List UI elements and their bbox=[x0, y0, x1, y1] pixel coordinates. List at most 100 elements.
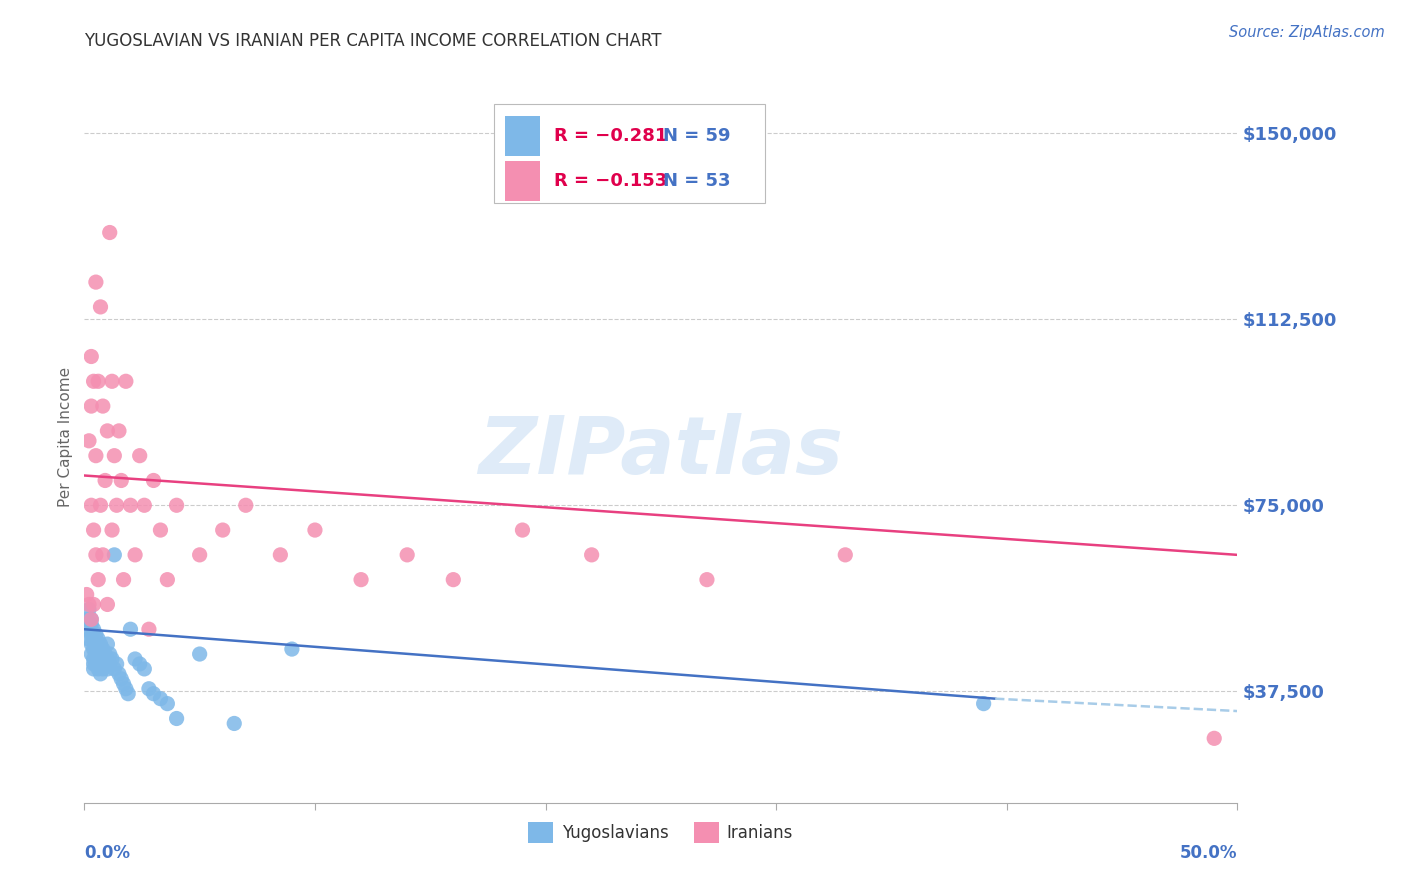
Yugoslavians bbox=[156, 697, 179, 711]
Iranians bbox=[581, 548, 603, 562]
Iranians bbox=[350, 573, 373, 587]
Bar bbox=[505, 161, 540, 201]
Yugoslavians bbox=[83, 632, 105, 647]
Yugoslavians bbox=[77, 602, 100, 616]
Yugoslavians bbox=[96, 662, 118, 676]
Yugoslavians bbox=[134, 662, 156, 676]
Iranians bbox=[235, 498, 257, 512]
Yugoslavians bbox=[83, 662, 105, 676]
Iranians bbox=[124, 548, 146, 562]
Text: 0.0%: 0.0% bbox=[84, 845, 131, 863]
Text: N = 53: N = 53 bbox=[664, 172, 731, 190]
Yugoslavians bbox=[98, 657, 121, 671]
Yugoslavians bbox=[84, 657, 107, 671]
Text: R = −0.281: R = −0.281 bbox=[554, 128, 666, 145]
Yugoslavians bbox=[149, 691, 172, 706]
Yugoslavians bbox=[115, 681, 138, 696]
Yugoslavians bbox=[80, 637, 103, 651]
Iranians bbox=[512, 523, 534, 537]
Yugoslavians bbox=[89, 657, 111, 671]
Iranians bbox=[105, 498, 128, 512]
Yugoslavians bbox=[87, 642, 110, 657]
Y-axis label: Per Capita Income: Per Capita Income bbox=[58, 367, 73, 508]
Yugoslavians bbox=[91, 642, 114, 657]
Iranians bbox=[188, 548, 211, 562]
Iranians bbox=[101, 374, 124, 388]
Yugoslavians bbox=[80, 627, 103, 641]
Yugoslavians bbox=[166, 711, 188, 725]
Iranians bbox=[138, 622, 160, 636]
Yugoslavians bbox=[281, 642, 304, 657]
Yugoslavians bbox=[973, 697, 995, 711]
Iranians bbox=[112, 573, 135, 587]
Iranians bbox=[77, 434, 100, 448]
Yugoslavians bbox=[77, 632, 100, 647]
Iranians bbox=[80, 612, 103, 626]
Yugoslavians bbox=[224, 716, 246, 731]
Yugoslavians bbox=[83, 642, 105, 657]
Yugoslavians bbox=[77, 622, 100, 636]
Yugoslavians bbox=[87, 662, 110, 676]
Iranians bbox=[103, 449, 125, 463]
Iranians bbox=[166, 498, 188, 512]
Text: ZIPatlas: ZIPatlas bbox=[478, 413, 844, 491]
Iranians bbox=[80, 350, 103, 364]
Iranians bbox=[83, 598, 105, 612]
Iranians bbox=[142, 474, 165, 488]
Yugoslavians bbox=[83, 622, 105, 636]
Yugoslavians bbox=[101, 652, 124, 666]
Yugoslavians bbox=[80, 612, 103, 626]
Iranians bbox=[76, 588, 98, 602]
Iranians bbox=[83, 374, 105, 388]
Yugoslavians bbox=[94, 647, 117, 661]
Yugoslavians bbox=[96, 652, 118, 666]
Yugoslavians bbox=[76, 612, 98, 626]
Iranians bbox=[110, 474, 132, 488]
Iranians bbox=[84, 275, 107, 289]
Iranians bbox=[80, 399, 103, 413]
Text: R = −0.153: R = −0.153 bbox=[554, 172, 666, 190]
Iranians bbox=[156, 573, 179, 587]
Yugoslavians bbox=[112, 677, 135, 691]
Iranians bbox=[91, 548, 114, 562]
Iranians bbox=[134, 498, 156, 512]
Yugoslavians bbox=[89, 666, 111, 681]
Yugoslavians bbox=[91, 652, 114, 666]
Iranians bbox=[149, 523, 172, 537]
Yugoslavians bbox=[83, 657, 105, 671]
Yugoslavians bbox=[98, 647, 121, 661]
Iranians bbox=[120, 498, 142, 512]
Bar bbox=[505, 116, 540, 156]
Iranians bbox=[84, 548, 107, 562]
Iranians bbox=[98, 226, 121, 240]
Iranians bbox=[96, 424, 118, 438]
Iranians bbox=[696, 573, 718, 587]
Iranians bbox=[834, 548, 856, 562]
Yugoslavians bbox=[84, 627, 107, 641]
Iranians bbox=[1204, 731, 1226, 746]
FancyBboxPatch shape bbox=[494, 104, 765, 203]
Yugoslavians bbox=[108, 666, 131, 681]
Yugoslavians bbox=[188, 647, 211, 661]
Iranians bbox=[96, 598, 118, 612]
Yugoslavians bbox=[103, 662, 125, 676]
Yugoslavians bbox=[120, 622, 142, 636]
Iranians bbox=[94, 474, 117, 488]
Iranians bbox=[89, 300, 111, 314]
Iranians bbox=[211, 523, 233, 537]
Text: Source: ZipAtlas.com: Source: ZipAtlas.com bbox=[1229, 25, 1385, 40]
Iranians bbox=[80, 498, 103, 512]
Yugoslavians bbox=[87, 652, 110, 666]
Iranians bbox=[115, 374, 138, 388]
Iranians bbox=[108, 424, 131, 438]
Yugoslavians bbox=[84, 637, 107, 651]
Iranians bbox=[269, 548, 291, 562]
Yugoslavians bbox=[91, 662, 114, 676]
Yugoslavians bbox=[142, 687, 165, 701]
Yugoslavians bbox=[103, 548, 125, 562]
Yugoslavians bbox=[87, 632, 110, 647]
Yugoslavians bbox=[80, 617, 103, 632]
Yugoslavians bbox=[117, 687, 139, 701]
Iranians bbox=[91, 399, 114, 413]
Iranians bbox=[396, 548, 419, 562]
